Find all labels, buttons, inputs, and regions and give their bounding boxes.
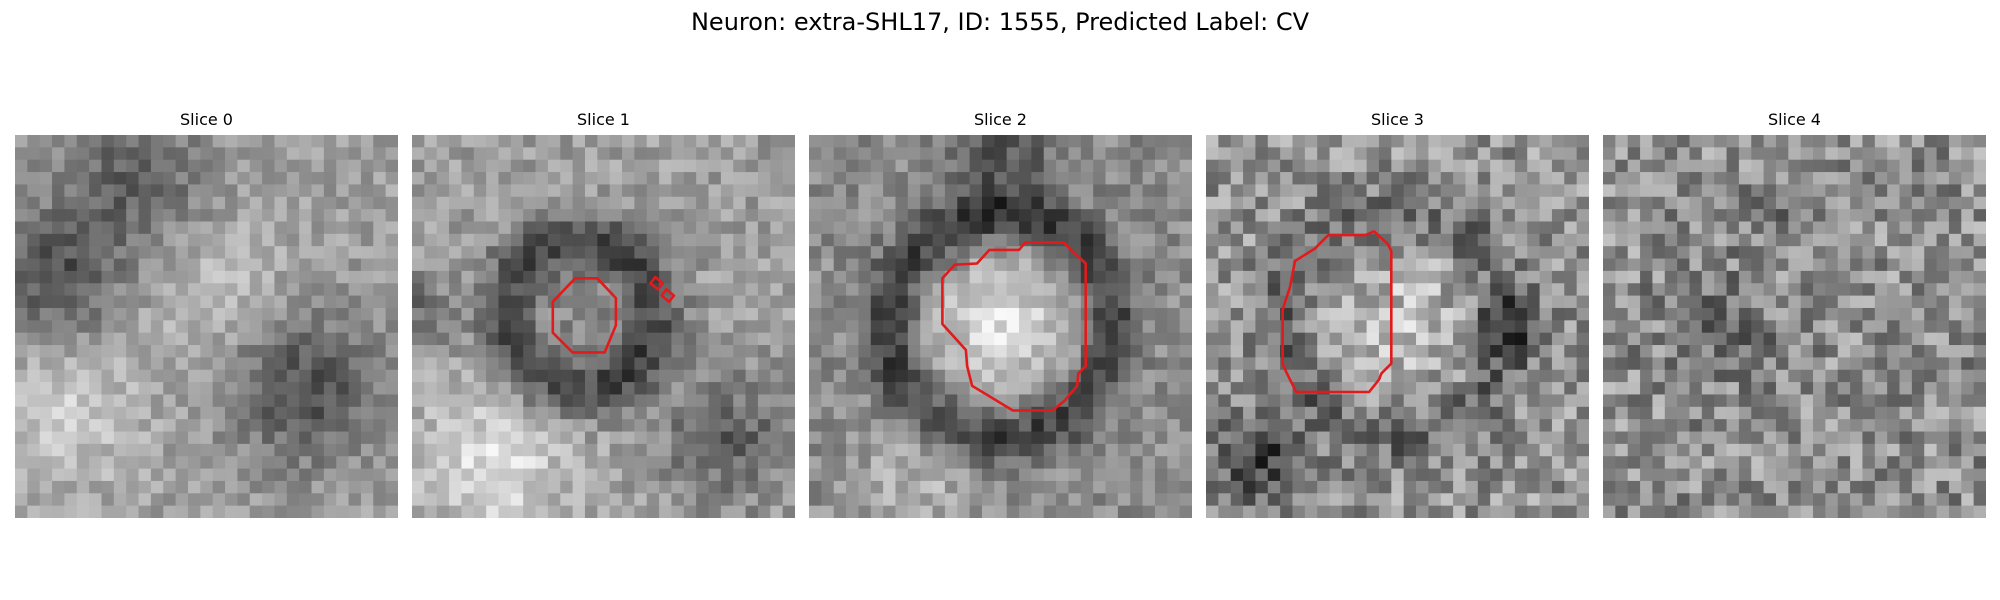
slice-label: Slice 1 [577,110,630,129]
slice-image [15,135,398,518]
slice-image [412,135,795,518]
cell-contour [941,241,1088,412]
slice-label: Slice 0 [180,110,233,129]
slice-label: Slice 2 [974,110,1027,129]
slice-panel-0: Slice 0 [15,108,398,518]
slice-panel-2: Slice 2 [809,108,1192,518]
cell-contour [551,277,618,354]
figure-title: Neuron: extra-SHL17, ID: 1555, Predicted… [690,8,1310,36]
slice-image [1603,135,1986,518]
slice-label: Slice 3 [1371,110,1424,129]
slice-panel-1: Slice 1 [412,108,795,518]
slice-panel-4: Slice 4 [1603,108,1986,518]
slice-panel-3: Slice 3 [1206,108,1589,518]
slice-image [1206,135,1589,518]
slice-label: Slice 4 [1768,110,1821,129]
cell-contour [1281,230,1393,394]
cell-contour [660,288,676,304]
cell-contour [649,275,665,291]
slice-image [809,135,1192,518]
